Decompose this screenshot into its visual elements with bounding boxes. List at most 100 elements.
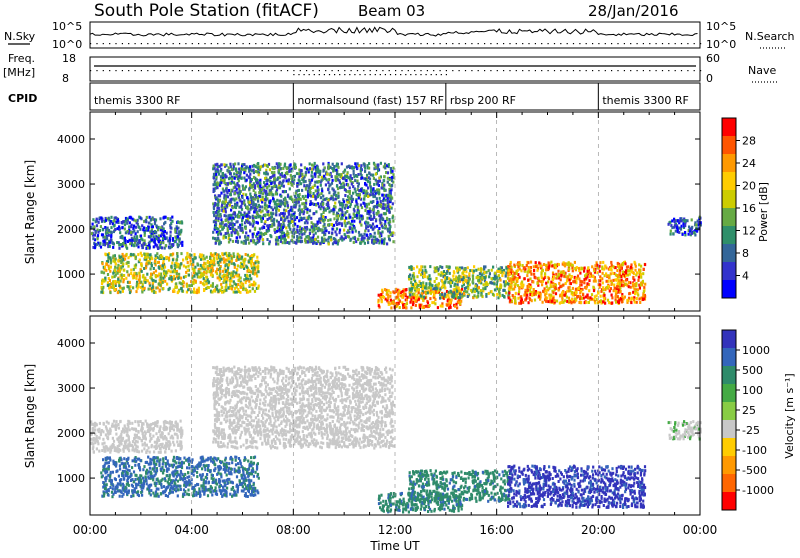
echo-cell: [283, 209, 285, 212]
echo-cell: [552, 291, 554, 294]
echo-cell: [224, 174, 226, 177]
echo-cell: [483, 271, 485, 274]
echo-cell: [241, 241, 243, 244]
echo-cell: [252, 241, 254, 244]
echo-cell: [604, 302, 606, 305]
echo-cell: [270, 235, 272, 238]
echo-cell: [391, 170, 393, 173]
echo-cell: [372, 200, 374, 203]
echo-cell: [440, 271, 442, 274]
echo-cell: [216, 186, 218, 189]
echo-cell: [488, 292, 490, 295]
nave-dot: [236, 70, 237, 71]
echo-cell: [379, 180, 381, 183]
nsearch-dot: [103, 43, 104, 44]
nsearch-dot: [668, 43, 669, 44]
echo-cell: [150, 235, 152, 238]
echo-cell: [236, 191, 238, 194]
echo-cell: [234, 266, 236, 269]
nave-dot: [611, 70, 612, 71]
echo-cell: [140, 281, 142, 284]
freq-tick-low: 8: [62, 72, 69, 85]
nave-dot: [528, 70, 529, 71]
echo-cell: [384, 212, 386, 215]
echo-cell: [215, 170, 217, 173]
echo-cell: [203, 277, 205, 280]
echo-cell: [342, 177, 344, 180]
echo-cell: [472, 281, 474, 284]
echo-cell: [153, 271, 155, 274]
echo-cell: [219, 213, 221, 216]
echo-cell: [314, 181, 316, 184]
echo-cell: [327, 204, 329, 207]
echo-cell: [258, 209, 260, 212]
echo-cell: [217, 237, 219, 240]
echo-cell: [263, 226, 265, 229]
echo-cell: [221, 163, 223, 166]
echo-cell: [335, 221, 337, 224]
echo-cell: [114, 266, 116, 269]
echo-cell: [372, 187, 374, 190]
echo-cell: [153, 267, 155, 270]
nsearch-dot: [401, 43, 402, 44]
echo-cell: [327, 181, 329, 184]
nave-dot: [325, 70, 326, 71]
nsearch-dot: [471, 43, 472, 44]
echo-cell: [179, 267, 181, 270]
echo-cell: [303, 180, 305, 183]
echo-cell: [244, 235, 246, 238]
echo-cell: [264, 164, 266, 167]
echo-cell: [142, 274, 144, 277]
echo-cell: [644, 263, 646, 266]
echo-cell: [195, 256, 197, 259]
echo-cell: [599, 270, 601, 273]
echo-cell: [613, 284, 615, 287]
echo-cell: [176, 255, 178, 258]
nave-dot: [415, 74, 416, 75]
echo-cell: [105, 219, 107, 222]
echo-cell: [615, 290, 617, 293]
echo-cell: [341, 217, 343, 220]
echo-cell: [141, 224, 143, 227]
echo-cell: [290, 163, 292, 166]
echo-cell: [275, 210, 277, 213]
echo-cell: [103, 240, 105, 243]
echo-cell: [220, 225, 222, 228]
echo-cell: [250, 197, 252, 200]
echo-cell: [290, 174, 292, 177]
nave-dot: [359, 74, 360, 75]
nave-dot: [408, 70, 409, 71]
echo-cell: [193, 269, 195, 272]
echo-cell: [591, 265, 593, 268]
echo-cell: [402, 303, 404, 306]
nsearch-dot: [115, 43, 116, 44]
echo-cell: [387, 228, 389, 231]
echo-cell: [92, 223, 94, 226]
nave-dot: [192, 70, 193, 71]
echo-cell: [574, 297, 576, 300]
echo-cell: [126, 253, 128, 256]
echo-cell: [541, 283, 543, 286]
nsky-tick-low: 10^0: [52, 38, 82, 51]
echo-cell: [388, 235, 390, 238]
echo-cell: [431, 301, 433, 304]
echo-cell: [111, 231, 113, 234]
echo-cell: [628, 292, 630, 295]
echo-cell: [489, 272, 491, 275]
nave-dot: [624, 70, 625, 71]
echo-cell: [245, 277, 247, 280]
echo-cell: [215, 221, 217, 224]
echo-cell: [330, 197, 332, 200]
echo-cell: [171, 216, 173, 219]
echo-cell: [253, 171, 255, 174]
echo-cell: [371, 239, 373, 242]
echo-cell: [187, 265, 189, 268]
echo-cell: [102, 262, 104, 265]
echo-cell: [429, 282, 431, 285]
nsearch-dot: [325, 43, 326, 44]
echo-cell: [544, 272, 546, 275]
echo-cell: [127, 240, 129, 243]
nsearch-dot: [351, 43, 352, 44]
echo-cell: [579, 272, 581, 275]
echo-cell: [333, 165, 335, 168]
